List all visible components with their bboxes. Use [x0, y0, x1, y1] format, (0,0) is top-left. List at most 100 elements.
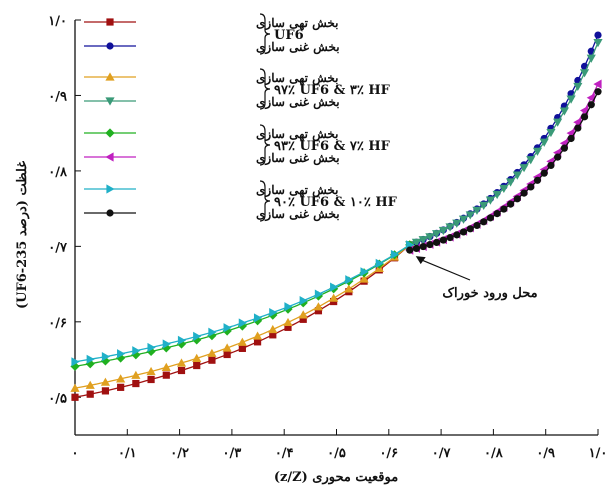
data-point [86, 354, 95, 364]
legend-group-label: UF6 [274, 28, 304, 43]
x-tick-label: ۰/۲ [170, 446, 189, 461]
data-point [345, 275, 354, 285]
data-point [85, 359, 95, 369]
data-point [579, 69, 590, 78]
data-point [284, 302, 293, 312]
legend-label: بخش تهی سازی [256, 127, 339, 142]
data-point [71, 357, 80, 367]
data-point [238, 318, 247, 328]
data-point [101, 387, 110, 395]
data-point [86, 390, 94, 398]
data-point [560, 144, 568, 152]
legend-label: بخش تهی سازی [256, 183, 339, 198]
data-point [532, 147, 543, 156]
data-point [411, 238, 422, 247]
data-point [101, 352, 111, 362]
data-point [547, 161, 555, 170]
data-point [593, 79, 602, 89]
data-point [539, 138, 549, 147]
feed-annotation: محل ورود خوراک [415, 256, 538, 301]
data-point [330, 282, 339, 292]
x-tick-label: ۰/۵ [327, 446, 346, 461]
data-point [132, 346, 141, 356]
data-point [176, 339, 187, 349]
data-point [453, 231, 461, 239]
legend-marker [106, 18, 114, 26]
data-point [446, 233, 454, 242]
data-point [298, 310, 308, 319]
legend-group-label: ۹۳٪ UF6 & ۷٪ HF [274, 139, 391, 154]
data-point [506, 200, 515, 208]
data-point [559, 107, 569, 116]
x-tick-label: ۰/۷ [432, 446, 452, 461]
legend: بخش تهی سازی بخش غنی سازی بخش تهی سازی بخش … [84, 13, 398, 222]
data-point [162, 339, 171, 349]
data-point [208, 356, 216, 364]
data-point [433, 238, 441, 247]
x-tick-label: ۰/۹ [536, 446, 555, 461]
x-axis-ticks: ۰ ۰/۱ ۰/۲ ۰/۳ ۰/۴ ۰/۵ ۰/۶ ۰/۷ ۰/۸ ۰/۹ ۱/۰ [72, 429, 607, 461]
y-axis-label: غلظت (درصد UF6-235) [15, 161, 30, 309]
data-point [458, 215, 469, 224]
series-line [409, 83, 599, 251]
data-point [418, 236, 428, 245]
data-point [193, 331, 202, 341]
data-point [299, 315, 307, 323]
data-point [500, 205, 508, 213]
legend-marker [106, 42, 114, 50]
data-point [593, 39, 603, 48]
x-tick-label: ۰/۳ [223, 446, 242, 461]
data-point [492, 190, 502, 200]
data-point [253, 338, 262, 346]
data-point [459, 228, 468, 236]
data-point [473, 221, 481, 230]
data-point [237, 321, 247, 331]
data-point [419, 242, 427, 251]
data-point [432, 230, 442, 239]
data-point [252, 316, 263, 326]
series-line [74, 244, 411, 389]
data-point [499, 184, 509, 194]
y-tick-label: ۰/۵ [48, 391, 67, 406]
data-point [513, 195, 521, 203]
data-point [485, 196, 496, 205]
data-point [573, 82, 583, 92]
legend-marker [106, 209, 114, 217]
data-point [540, 169, 548, 177]
data-point [223, 350, 231, 359]
data-point [299, 296, 308, 306]
annotation-arrow-line [419, 258, 471, 281]
data-point [412, 244, 421, 253]
data-point [567, 134, 575, 143]
legend-label: بخش غنی سازی [256, 207, 340, 222]
data-point [546, 128, 556, 138]
data-point [238, 344, 246, 352]
data-point [594, 31, 602, 39]
legend-label: بخش غنی سازی [256, 151, 340, 166]
data-point [192, 353, 202, 362]
data-point [452, 219, 462, 228]
data-point [426, 240, 434, 249]
x-tick-label: ۰ [72, 446, 79, 461]
data-point [587, 101, 595, 109]
data-point [193, 361, 201, 370]
data-point [252, 331, 263, 340]
series-2 [70, 240, 415, 392]
data-point [566, 95, 576, 104]
data-point [574, 124, 582, 132]
data-point [526, 156, 536, 165]
data-point [269, 307, 278, 318]
data-point [580, 113, 589, 121]
data-point [85, 380, 95, 389]
data-point [116, 374, 126, 383]
series-line [409, 42, 599, 246]
data-point [177, 335, 187, 345]
data-point [284, 323, 292, 331]
data-point [594, 88, 602, 96]
data-point [222, 343, 232, 352]
data-point [161, 362, 171, 372]
legend-label: بخش غنی سازی [256, 95, 340, 110]
data-point [207, 348, 217, 357]
data-point [553, 118, 563, 127]
